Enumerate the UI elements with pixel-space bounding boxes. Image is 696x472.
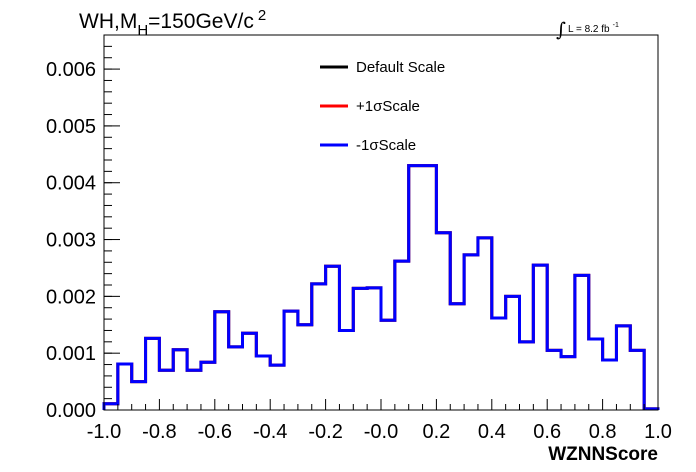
x-tick-label: -0.8 xyxy=(142,421,176,443)
x-tick-label: 0.8 xyxy=(589,421,617,443)
y-tick-label: 0.000 xyxy=(46,400,96,422)
x-tick-label: 1.0 xyxy=(644,421,672,443)
legend: Default Scale +1σScale -1σScale xyxy=(320,59,445,154)
series-layer xyxy=(102,164,660,411)
x-tick-label: 0.4 xyxy=(478,421,506,443)
legend-label-0: Default Scale xyxy=(356,59,445,76)
ticks-layer: -1.0 -0.8 -0.6 -0.4 -0.2 -0.0 0.2 0.4 0.6 0.8 1.0 0… xyxy=(46,34,672,443)
x-axis-title: WZNNScore xyxy=(548,444,658,465)
luminosity-label: L = 8.2 fb -1 xyxy=(568,22,619,35)
y-tick-label: 0.003 xyxy=(46,230,96,252)
x-tick-label: -0.0 xyxy=(364,421,398,443)
integral-symbol: ∫ xyxy=(556,19,566,41)
chart-title: WH,MH=150GeV/c 2 xyxy=(79,7,266,39)
series-line-2 xyxy=(102,164,660,411)
x-tick-label: 0.2 xyxy=(422,421,450,443)
x-tick-label: -1.0 xyxy=(87,421,121,443)
y-tick-label: 0.001 xyxy=(46,343,96,365)
x-tick-label: -0.4 xyxy=(253,421,287,443)
x-tick-label: -0.6 xyxy=(198,421,232,443)
y-tick-label: 0.005 xyxy=(46,116,96,138)
x-tick-label: -0.2 xyxy=(308,421,342,443)
x-tick-label: 0.6 xyxy=(533,421,561,443)
legend-label-1: +1σScale xyxy=(356,98,420,115)
y-tick-label: 0.004 xyxy=(46,173,96,195)
legend-label-2: -1σScale xyxy=(356,137,416,154)
y-tick-label: 0.006 xyxy=(46,59,96,81)
y-tick-label: 0.002 xyxy=(46,286,96,308)
